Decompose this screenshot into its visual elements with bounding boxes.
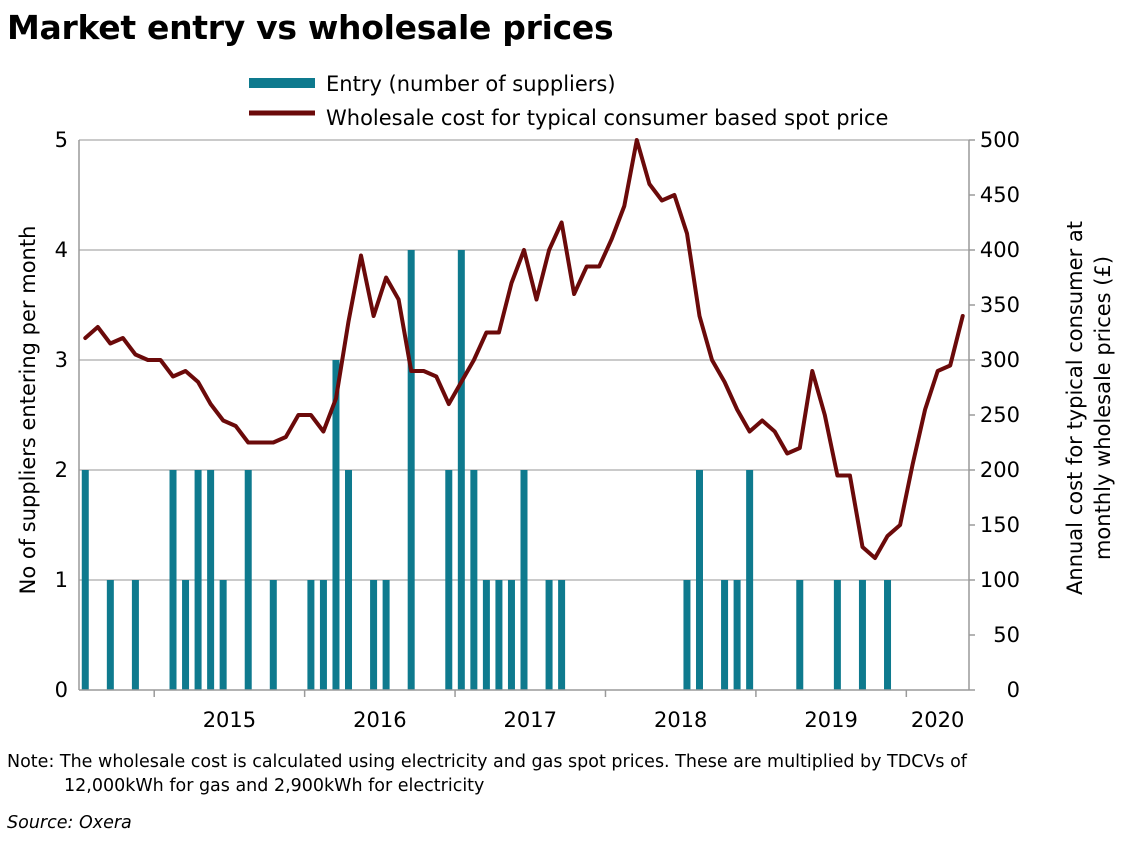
right-tick-label: 100 <box>980 568 1020 592</box>
right-tick-label: 450 <box>980 183 1020 207</box>
entry-bar <box>733 580 741 690</box>
entry-bar <box>194 470 202 690</box>
legend-swatch-entry <box>249 78 315 88</box>
year-label: 2016 <box>353 708 406 732</box>
chart-source: Source: Oxera <box>7 813 132 833</box>
entry-bar <box>332 360 340 690</box>
entry-bar <box>482 580 490 690</box>
entry-bar <box>721 580 729 690</box>
entry-bar <box>683 580 691 690</box>
entry-bar <box>307 580 315 690</box>
entry-bar <box>470 470 478 690</box>
entry-bar <box>319 580 327 690</box>
right-tick-label: 500 <box>980 128 1020 152</box>
left-tick-label: 3 <box>55 348 68 372</box>
entry-bar <box>796 580 804 690</box>
entry-bar <box>219 580 227 690</box>
right-tick-label: 0 <box>1007 678 1020 702</box>
legend-label-entry: Entry (number of suppliers) <box>326 72 616 96</box>
note-label: Note <box>7 752 49 772</box>
note-line2: 12,000kWh for gas and 2,900kWh for elect… <box>64 776 485 796</box>
entry-bar <box>545 580 553 690</box>
entry-bars <box>81 250 892 690</box>
right-tick-label: 50 <box>993 623 1020 647</box>
chart: 0 1 2 3 4 5 0 50 100 150 200 250 300 350 400 450 500 20… <box>16 72 1115 732</box>
entry-bar <box>457 250 465 690</box>
left-tick-label: 2 <box>55 458 68 482</box>
left-tick-label: 5 <box>55 128 68 152</box>
right-axis-title-line2: monthly wholesale prices (£) <box>1091 256 1115 560</box>
axes <box>78 139 975 697</box>
entry-bar <box>207 470 215 690</box>
entry-bar <box>382 580 390 690</box>
right-tick-label: 300 <box>980 348 1020 372</box>
right-tick-label: 350 <box>980 293 1020 317</box>
chart-title: Market entry vs wholesale prices <box>7 8 614 47</box>
left-axis-title: No of suppliers entering per month <box>16 226 40 595</box>
entry-bar <box>858 580 866 690</box>
entry-bar <box>370 580 378 690</box>
right-tick-label: 200 <box>980 458 1020 482</box>
note-line1: : The wholesale cost is calculated using… <box>48 752 967 772</box>
right-axis-title-line1: Annual cost for typical consumer at <box>1063 221 1087 595</box>
entry-bar <box>345 470 353 690</box>
entry-bar <box>520 470 528 690</box>
entry-bar <box>507 580 515 690</box>
legend-label-wholesale: Wholesale cost for typical consumer base… <box>326 106 888 130</box>
entry-bar <box>81 470 89 690</box>
left-axis-ticks: 0 1 2 3 4 5 <box>55 128 68 702</box>
year-label: 2017 <box>504 708 557 732</box>
year-label: 2015 <box>203 708 256 732</box>
year-label: 2019 <box>804 708 857 732</box>
entry-bar <box>182 580 190 690</box>
left-tick-label: 1 <box>55 568 68 592</box>
entry-bar <box>746 470 754 690</box>
year-label: 2018 <box>654 708 707 732</box>
right-tick-label: 400 <box>980 238 1020 262</box>
right-tick-label: 250 <box>980 403 1020 427</box>
entry-bar <box>106 580 114 690</box>
year-label: 2020 <box>911 708 964 732</box>
entry-bar <box>884 580 892 690</box>
entry-bar <box>131 580 139 690</box>
entry-bar <box>407 250 415 690</box>
left-tick-label: 4 <box>55 238 68 262</box>
wholesale-cost-line <box>83 138 965 560</box>
entry-bar <box>269 580 277 690</box>
entry-bar <box>169 470 177 690</box>
left-tick-label: 0 <box>55 678 68 702</box>
entry-bar <box>558 580 566 690</box>
entry-bar <box>695 470 703 690</box>
x-axis-year-labels: 2015 2016 2017 2018 2019 2020 <box>203 708 965 732</box>
entry-bar <box>445 470 453 690</box>
entry-bar <box>244 470 252 690</box>
entry-bar <box>833 580 841 690</box>
right-axis-ticks: 0 50 100 150 200 250 300 350 400 450 500 <box>980 128 1020 702</box>
right-tick-label: 150 <box>980 513 1020 537</box>
wholesale-line-group <box>83 138 965 560</box>
chart-note: Note: The wholesale cost is calculated u… <box>7 750 1127 798</box>
entry-bar <box>495 580 503 690</box>
